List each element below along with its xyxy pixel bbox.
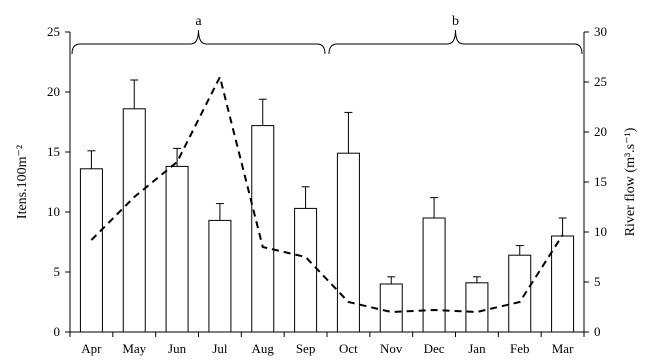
y-tick-label: 0 [54,324,61,339]
y2-tick-label: 15 [594,174,607,189]
x-tick-label: Jan [468,341,486,356]
x-tick-label: Oct [339,341,358,356]
river-flow-line [90,74,564,314]
y2-tick-label: 10 [594,224,607,239]
y-tick-label: 5 [54,264,61,279]
x-tick-label: Apr [81,341,102,356]
y2-tick-label: 0 [594,324,601,339]
y2-tick-label: 25 [594,74,607,89]
bar-jun [165,165,189,333]
y-tick-label: 20 [47,84,60,99]
bars-group [79,108,575,333]
x-tick-label: Feb [510,341,530,356]
bar-jul [208,219,232,333]
y2-tick-label: 30 [594,24,607,39]
group-brace [328,29,583,55]
x-tick-label: Jun [168,341,187,356]
error-bars-group [87,79,567,284]
group-label: b [452,14,459,29]
y-tick-label: 25 [47,24,60,39]
bar-apr [79,168,103,333]
axes-group: 0 5 10 15 20 25 0 5 10 15 20 25 30 Apr May Jun Jul Aug Sep… [47,24,607,356]
bar-mar [551,235,575,333]
x-tick-label: May [122,341,146,356]
bar-aug [251,125,275,333]
bar-nov [379,283,403,333]
y2-tick-label: 5 [594,274,601,289]
x-tick-label: Dec [424,341,445,356]
bar-feb [508,254,532,333]
bar-dec [422,217,446,333]
bar-jan [465,282,489,333]
x-tick-label: Mar [552,341,574,356]
group-label: a [195,14,202,29]
x-tick-label: Jul [212,341,228,356]
y2-tick-label: 20 [594,124,607,139]
y-tick-label: 10 [47,204,60,219]
river-flow-line-group [90,74,564,314]
x-tick-label: Aug [252,341,275,356]
x-tick-label: Nov [380,341,403,356]
y2-axis-title: River flow (m³.s⁻¹) [623,127,638,236]
bar-oct [336,152,360,333]
bar-may [122,108,146,333]
y-tick-label: 15 [47,144,60,159]
bar-sep [294,207,318,333]
x-tick-label: Sep [296,341,316,356]
group-brace [71,29,326,55]
y-axis-title: Itens.100m⁻² [15,145,30,219]
